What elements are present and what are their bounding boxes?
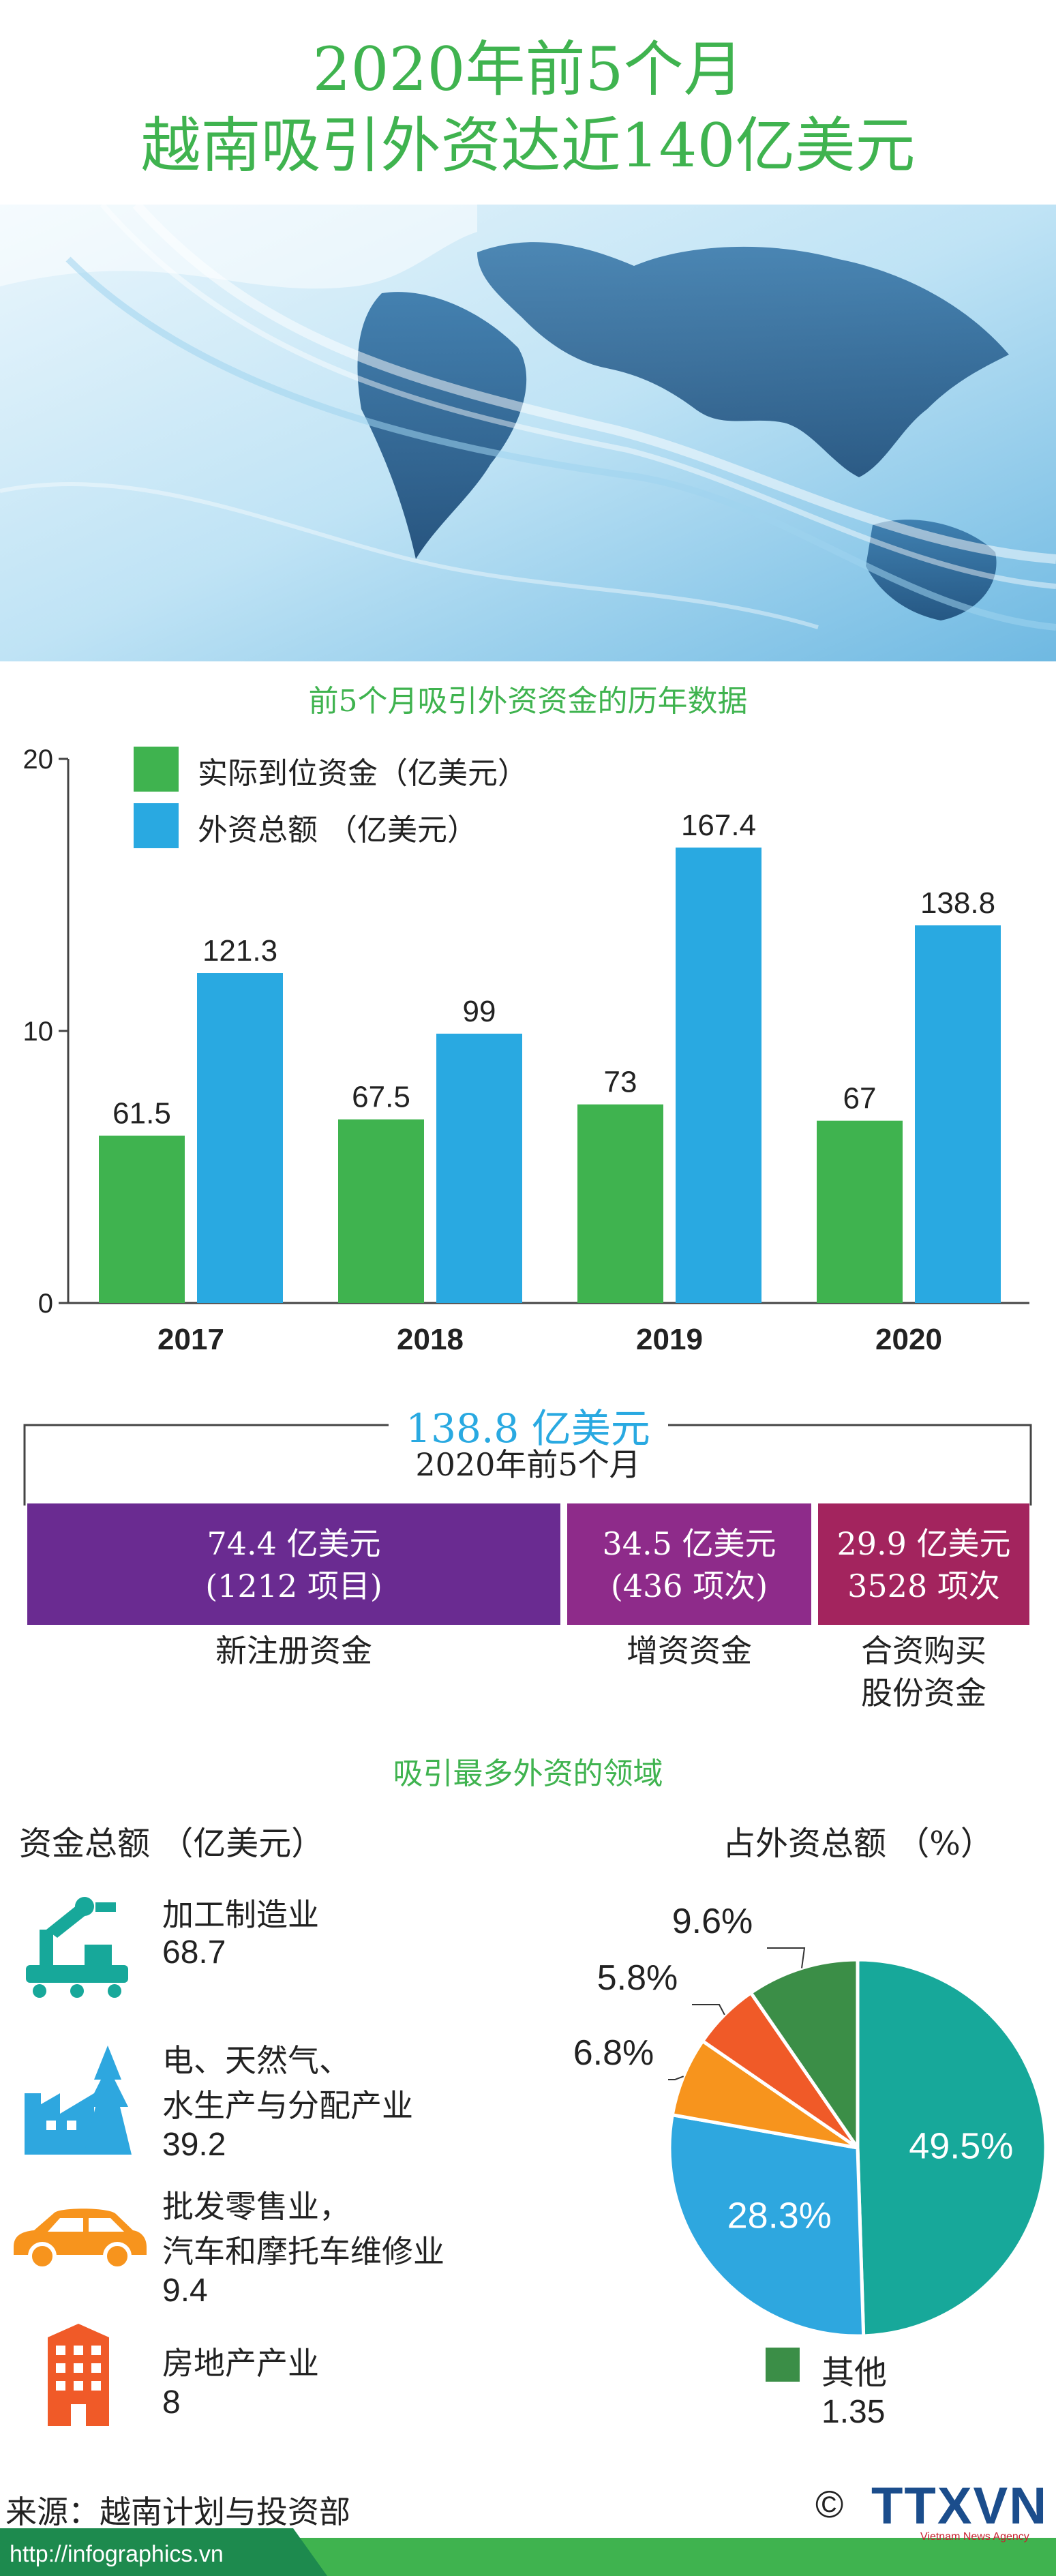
sectors-heading: 吸引最多外资的领域	[393, 1756, 663, 1791]
bar-total-2017	[197, 973, 283, 1303]
box-new-count: (1212 项目)	[205, 1568, 382, 1604]
bar-actual-2018	[338, 1119, 424, 1303]
pie-slice-4	[748, 1958, 860, 2154]
sectors-left-heading: 资金总额 （亿美元）	[19, 1825, 325, 1863]
power-plant-icon	[19, 2039, 135, 2164]
chart-title: 前5个月吸引外资资金的历年数据	[308, 684, 748, 719]
x-tick-label-2020: 2020	[875, 1323, 942, 1356]
pie-label-1: 28.3%	[727, 2195, 832, 2236]
data-label-actual-2017: 61.5	[112, 1097, 171, 1130]
pie-leader-2	[668, 2076, 684, 2080]
caption-share-purchase-1: 合资购买	[861, 1632, 986, 1669]
pie-chart: 49.5% 28.3% 6.8% 5.8% 9.6%	[573, 1902, 1048, 2338]
bar-chart: 0 10 20 61.5 121.3 2017 67.5 99 2018 73 167.4 2019 6…	[23, 745, 1029, 1356]
summary-total-wrap: 138.8 亿美元	[0, 1396, 1056, 1454]
ttxvn-logo: TTXVN	[871, 2477, 1049, 2535]
bar-total-2018	[436, 1033, 522, 1303]
data-label-actual-2018: 67.5	[352, 1081, 410, 1114]
pie-slice-1	[667, 2112, 866, 2338]
source-text: 来源：越南计划与投资部	[5, 2493, 350, 2530]
hero-world-map-image	[0, 205, 1056, 661]
data-label-total-2017: 121.3	[202, 934, 277, 968]
bar-total-2020	[915, 925, 1001, 1303]
sector-3-label-1: 批发零售业，	[162, 2188, 350, 2225]
summary-total: 138.8 亿美元	[402, 1405, 654, 1452]
box-new-registration: 74.4 亿美元 (1212 项目)	[27, 1503, 560, 1625]
pie-label-2: 6.8%	[573, 2033, 654, 2073]
sectors-right-heading: 占外资总额 （%）	[723, 1825, 993, 1863]
box-share-amount: 29.9 亿美元	[836, 1525, 1011, 1562]
page-title-line1: 2020年前5个月	[312, 34, 744, 104]
sector-2-label-1: 电、天然气、	[162, 2042, 350, 2079]
footer-url-tab	[0, 2528, 327, 2576]
pie-label-4: 9.6%	[672, 1902, 753, 1941]
data-label-total-2020: 138.8	[920, 886, 995, 920]
x-tick-label-2018: 2018	[397, 1323, 464, 1356]
y-tick-label: 20	[23, 745, 54, 775]
pie-label-0: 49.5%	[909, 2126, 1013, 2167]
footer-url-link[interactable]: http://infographics.vn	[10, 2541, 224, 2567]
ttxvn-logo-subtitle: Vietnam News Agency	[920, 2531, 1029, 2543]
sector-4-value: 8	[162, 2384, 181, 2421]
caption-additional-capital: 增资资金	[627, 1632, 752, 1669]
box-additional-capital: 34.5 亿美元 (436 项次)	[567, 1503, 811, 1625]
building-icon	[48, 2324, 109, 2429]
x-tick-label-2019: 2019	[636, 1323, 703, 1356]
pie-slice-0	[856, 1958, 1048, 2338]
legend-label-total: 外资总额 （亿美元）	[198, 813, 477, 848]
legend-swatch-other	[766, 2348, 800, 2382]
legend-swatch-actual	[134, 747, 179, 792]
caption-share-purchase-2: 股份资金	[861, 1675, 986, 1711]
sector-1-label: 加工制造业	[162, 1896, 319, 1933]
pie-leader-4	[767, 1947, 806, 1968]
sector-4-label: 房地产产业	[162, 2345, 319, 2382]
data-label-total-2018: 99	[463, 995, 496, 1028]
legend-label-actual: 实际到位资金（亿美元）	[198, 756, 528, 791]
pie-label-3: 5.8%	[597, 1958, 678, 1998]
sector-3-label-2: 汽车和摩托车维修业	[162, 2233, 444, 2270]
y-tick-label: 0	[38, 1289, 53, 1319]
copyright-symbol: ©	[815, 2483, 844, 2526]
box-new-amount: 74.4 亿美元	[207, 1525, 381, 1562]
legend-swatch-total	[134, 803, 179, 848]
summary-bracket	[23, 1424, 1032, 1506]
data-label-actual-2019: 73	[604, 1066, 637, 1099]
data-label-actual-2020: 67	[843, 1082, 877, 1115]
sector-2-label-2: 水生产与分配产业	[162, 2087, 413, 2124]
bar-actual-2017	[99, 1135, 185, 1303]
bar-actual-2020	[817, 1120, 903, 1303]
sector-3-value: 9.4	[162, 2273, 208, 2309]
legend-value-other: 1.35	[821, 2394, 886, 2430]
data-label-total-2019: 167.4	[681, 809, 756, 842]
box-additional-amount: 34.5 亿美元	[602, 1525, 776, 1562]
summary-period: 2020年前5个月	[415, 1446, 641, 1483]
box-share-purchase: 29.9 亿美元 3528 项次	[818, 1503, 1029, 1625]
y-tick-label: 10	[23, 1017, 54, 1047]
page-title-line2: 越南吸引外资达近140亿美元	[140, 110, 916, 181]
sector-2-value: 39.2	[162, 2127, 226, 2163]
box-share-count: 3528 项次	[847, 1568, 1000, 1604]
world-map-graphic	[0, 205, 1056, 661]
sector-1-value: 68.7	[162, 1934, 226, 1971]
car-icon	[7, 2199, 150, 2277]
bar-actual-2019	[577, 1104, 663, 1303]
factory-robot-icon	[19, 1889, 135, 2007]
bar-total-2019	[676, 848, 761, 1303]
x-tick-label-2017: 2017	[157, 1323, 224, 1356]
legend-label-other: 其他	[821, 2354, 888, 2392]
pie-leader-3	[692, 2004, 725, 2016]
caption-new-registration: 新注册资金	[215, 1632, 372, 1669]
box-additional-count: (436 项次)	[610, 1568, 768, 1604]
